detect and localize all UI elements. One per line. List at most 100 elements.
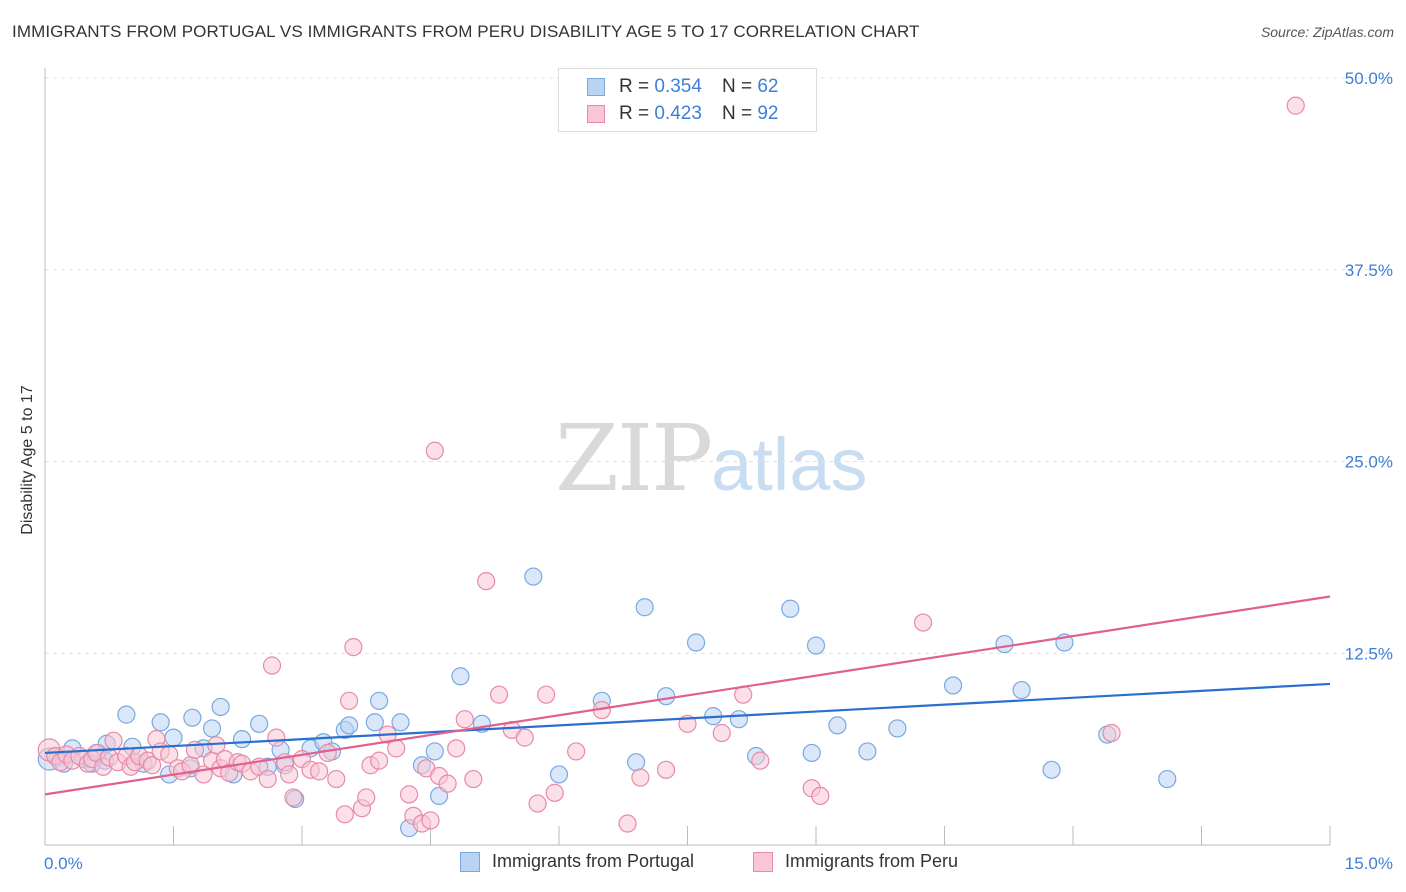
series-label-peru: Immigrants from Peru: [785, 851, 959, 871]
data-point-peru: [811, 786, 830, 806]
data-point-portugal: [1042, 760, 1061, 779]
legend-r-value: 0.354: [654, 76, 702, 97]
data-point-peru: [1286, 96, 1305, 115]
data-point-portugal: [250, 714, 269, 733]
data-point-peru: [656, 760, 676, 779]
data-point-peru: [913, 613, 933, 632]
data-point-portugal: [995, 634, 1014, 654]
watermark-zip: ZIP: [555, 405, 713, 512]
data-point-portugal: [164, 728, 183, 747]
data-point-portugal: [202, 719, 222, 738]
data-point-portugal: [549, 765, 569, 784]
data-point-portugal: [151, 713, 170, 732]
data-point-peru: [477, 572, 496, 591]
data-point-peru: [370, 751, 389, 770]
data-point-peru: [545, 783, 564, 802]
data-point-portugal: [1012, 680, 1031, 700]
data-point-portugal: [781, 599, 800, 618]
data-point-portugal: [232, 730, 252, 749]
y-tick-label: 12.5%: [1345, 644, 1393, 663]
data-point-peru: [357, 788, 376, 807]
data-point-peru: [262, 656, 282, 675]
data-point-peru: [464, 769, 483, 789]
data-point-peru: [447, 739, 466, 758]
data-point-peru: [318, 743, 337, 763]
data-point-peru: [344, 638, 363, 657]
data-point-portugal: [365, 713, 384, 732]
data-point-peru: [421, 811, 440, 830]
data-point-peru: [567, 742, 586, 761]
trend-line-peru: [44, 595, 1331, 796]
data-point-portugal: [635, 598, 654, 617]
watermark-atlas: atlas: [711, 423, 868, 506]
data-point-portugal: [211, 697, 230, 717]
data-point-portugal: [451, 667, 470, 686]
data-point-peru: [267, 728, 286, 747]
y-axis-label: Disability Age 5 to 17: [19, 385, 36, 535]
legend-r-label: R =: [619, 76, 650, 97]
data-point-peru: [515, 728, 534, 747]
data-point-portugal: [1158, 769, 1177, 789]
data-point-portugal: [117, 705, 136, 724]
data-point-portugal: [686, 633, 706, 652]
legend-row-portugal: R = 0.354 N = 62: [587, 74, 778, 100]
data-point-portugal: [626, 753, 646, 772]
chart-title: IMMIGRANTS FROM PORTUGAL VS IMMIGRANTS F…: [12, 22, 920, 41]
data-point-peru: [425, 441, 444, 460]
series-legend-item-portugal[interactable]: Immigrants from Portugal: [460, 851, 694, 872]
series-legend-item-peru[interactable]: Immigrants from Peru: [753, 851, 958, 872]
trend-line-portugal: [44, 682, 1331, 755]
data-point-peru: [387, 739, 406, 758]
data-point-peru: [455, 710, 474, 729]
legend-row-peru: R = 0.423 N = 92: [587, 101, 778, 127]
data-point-peru: [528, 794, 547, 813]
data-point-peru: [537, 685, 556, 704]
data-point-peru: [327, 769, 346, 789]
data-point-peru: [340, 691, 359, 710]
correlation-legend: R = 0.354 N = 62 R = 0.423 N = 92: [558, 68, 817, 132]
series-legend: Immigrants from Portugal Immigrants from…: [0, 851, 1406, 877]
series-swatch-peru: [753, 851, 773, 872]
y-tick-label: 37.5%: [1345, 261, 1393, 280]
legend-swatch-portugal: [587, 78, 605, 96]
data-point-portugal: [370, 691, 389, 710]
data-point-peru: [310, 762, 329, 781]
y-tick-label: 50.0%: [1345, 69, 1393, 88]
data-point-peru: [618, 814, 637, 833]
data-point-portugal: [858, 742, 877, 761]
data-point-peru: [280, 765, 299, 784]
data-point-portugal: [425, 742, 444, 761]
data-point-portugal: [828, 716, 847, 735]
data-point-portugal: [802, 743, 821, 763]
watermark: ZIPatlas: [555, 405, 867, 512]
data-point-peru: [631, 768, 650, 787]
source-note: Source: ZipAtlas.com: [1260, 24, 1394, 40]
legend-n-value: 62: [757, 76, 779, 97]
legend-n-label: N =: [721, 76, 753, 97]
data-point-portugal: [391, 713, 410, 732]
data-point-portugal: [183, 708, 202, 727]
series-label-portugal: Immigrants from Portugal: [492, 851, 695, 871]
data-point-peru: [1102, 723, 1121, 743]
series-swatch-portugal: [460, 851, 480, 872]
data-point-peru: [751, 751, 770, 770]
data-point-portugal: [888, 719, 907, 738]
y-tick-label: 25.0%: [1345, 453, 1393, 472]
data-point-portugal: [806, 636, 826, 655]
legend-n-label: N =: [721, 103, 753, 124]
x-tick-label: 0.0%: [44, 854, 83, 873]
data-point-peru: [284, 788, 303, 807]
data-point-peru: [399, 785, 419, 804]
legend-r-label: R =: [619, 103, 650, 124]
legend-r-value: 0.423: [654, 103, 702, 124]
data-point-peru: [142, 756, 162, 775]
data-point-portugal: [340, 716, 359, 735]
data-point-peru: [258, 769, 277, 789]
data-point-peru: [438, 774, 457, 793]
data-point-portugal: [656, 687, 676, 706]
data-point-peru: [489, 685, 509, 704]
data-point-portugal: [729, 710, 749, 729]
data-point-portugal: [429, 786, 449, 806]
data-point-portugal: [943, 676, 963, 695]
